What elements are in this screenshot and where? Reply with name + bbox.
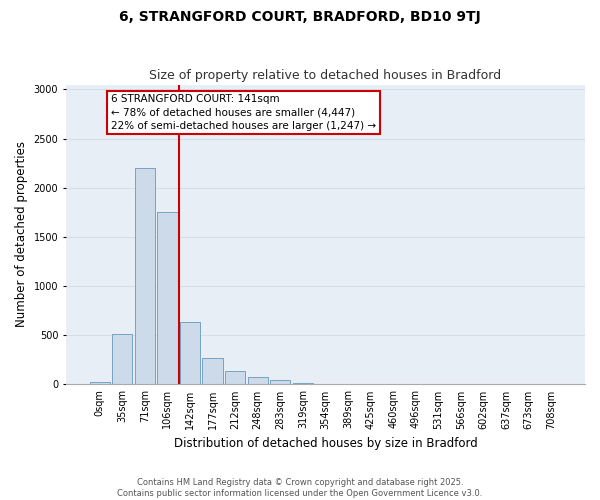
Title: Size of property relative to detached houses in Bradford: Size of property relative to detached ho… bbox=[149, 69, 502, 82]
Y-axis label: Number of detached properties: Number of detached properties bbox=[15, 142, 28, 328]
Bar bbox=[248, 377, 268, 384]
Bar bbox=[134, 168, 155, 384]
Bar bbox=[112, 334, 133, 384]
Text: Contains HM Land Registry data © Crown copyright and database right 2025.
Contai: Contains HM Land Registry data © Crown c… bbox=[118, 478, 482, 498]
Bar bbox=[89, 382, 110, 384]
Bar bbox=[202, 358, 223, 384]
Text: 6, STRANGFORD COURT, BRADFORD, BD10 9TJ: 6, STRANGFORD COURT, BRADFORD, BD10 9TJ bbox=[119, 10, 481, 24]
Text: 6 STRANGFORD COURT: 141sqm
← 78% of detached houses are smaller (4,447)
22% of s: 6 STRANGFORD COURT: 141sqm ← 78% of deta… bbox=[111, 94, 376, 131]
X-axis label: Distribution of detached houses by size in Bradford: Distribution of detached houses by size … bbox=[173, 437, 478, 450]
Bar bbox=[225, 371, 245, 384]
Bar bbox=[180, 322, 200, 384]
Bar bbox=[157, 212, 178, 384]
Bar bbox=[270, 380, 290, 384]
